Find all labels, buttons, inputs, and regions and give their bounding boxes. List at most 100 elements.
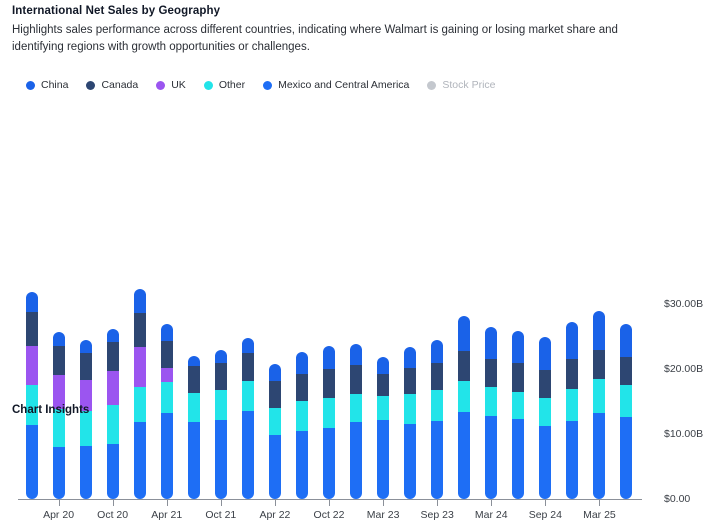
bar-segment	[350, 394, 363, 423]
bar-column[interactable]	[566, 322, 579, 499]
bar-segment	[620, 417, 633, 499]
bar-segment	[485, 387, 498, 417]
x-axis-tick-label: Sep 24	[528, 509, 562, 521]
legend-item-stock-price[interactable]: Stock Price	[427, 79, 496, 91]
legend-item-uk[interactable]: UK	[156, 79, 186, 91]
bar-column[interactable]	[431, 340, 444, 499]
bar-segment	[106, 444, 119, 499]
bar-column[interactable]	[79, 339, 92, 499]
bar-segment	[133, 346, 146, 387]
bar-segment	[268, 408, 281, 436]
bar-segment	[323, 345, 335, 369]
bar-column[interactable]	[295, 352, 308, 499]
bar-column[interactable]	[160, 324, 173, 499]
legend-item-china[interactable]: China	[26, 79, 68, 91]
bar-segment	[133, 289, 146, 314]
bar-column[interactable]	[25, 291, 38, 499]
legend-swatch-icon	[203, 80, 213, 90]
bar-column[interactable]	[404, 346, 417, 499]
bar-segment	[377, 420, 390, 499]
bar-segment	[25, 384, 38, 425]
legend-item-other[interactable]: Other	[203, 79, 245, 91]
bar-segment	[187, 421, 200, 499]
bar-segment	[295, 430, 308, 499]
bar-segment	[485, 359, 498, 388]
bar-segment	[268, 364, 281, 382]
bar-segment	[187, 356, 200, 366]
bar-segment	[620, 323, 633, 358]
bar-column[interactable]	[187, 356, 200, 499]
bar-column[interactable]	[539, 336, 552, 499]
x-axis-tick	[329, 500, 330, 506]
chart-insights-heading: Chart Insights	[12, 404, 90, 416]
bar-column[interactable]	[377, 356, 390, 499]
legend-item-canada[interactable]: Canada	[86, 79, 138, 91]
bar-segment	[377, 395, 390, 421]
bar-segment	[25, 312, 38, 346]
bar-segment	[431, 420, 444, 499]
bar-segment	[404, 394, 417, 425]
legend-swatch-icon	[156, 80, 166, 90]
bar-segment	[512, 419, 525, 499]
legend-swatch-icon	[263, 80, 273, 90]
legend-item-label: Stock Price	[442, 79, 496, 91]
bar-segment	[106, 404, 119, 445]
bar-segment	[404, 367, 417, 395]
bar-column[interactable]	[133, 289, 146, 499]
x-axis-tick-label: Apr 22	[259, 509, 291, 521]
bar-segment	[25, 424, 38, 499]
bar-segment	[214, 350, 227, 364]
bar-segment	[214, 363, 227, 390]
bar-column[interactable]	[512, 330, 525, 499]
legend-item-mexico-and-central-america[interactable]: Mexico and Central America	[263, 79, 409, 91]
bar-segment	[52, 331, 65, 346]
bar-segment	[566, 322, 579, 359]
x-axis-tick-label: Mar 23	[366, 509, 400, 521]
chart-card: International Net Sales by Geography Hig…	[12, 5, 704, 521]
chart-subtitle: Highlights sales performance across diff…	[12, 24, 618, 53]
legend-item-label: Mexico and Central America	[278, 79, 410, 91]
legend-swatch-icon	[26, 80, 35, 90]
bar-segment	[566, 358, 579, 390]
bar-column[interactable]	[268, 364, 281, 499]
legend-swatch-icon	[86, 80, 96, 90]
x-axis-tick	[112, 500, 114, 506]
bar-segment	[593, 311, 606, 351]
bar-column[interactable]	[323, 345, 335, 499]
bar-segment	[295, 352, 308, 374]
bar-column[interactable]	[214, 350, 227, 499]
bar-segment	[512, 363, 525, 392]
bar-column[interactable]	[350, 343, 363, 499]
bar-segment	[620, 357, 633, 386]
bar-segment	[79, 380, 92, 412]
bar-column[interactable]	[106, 328, 119, 499]
bar-segment	[566, 389, 579, 421]
bar-segment	[160, 413, 173, 499]
bar-segment	[350, 422, 363, 499]
bar-segment	[431, 362, 444, 391]
bar-segment	[431, 390, 444, 421]
bar-column[interactable]	[620, 323, 633, 499]
bar-segment	[25, 345, 38, 385]
bar-segment	[52, 446, 65, 499]
bar-segment	[458, 411, 471, 499]
bar-segment	[593, 379, 606, 414]
x-axis-tick	[491, 500, 493, 506]
bar-column[interactable]	[241, 337, 254, 499]
bar-column[interactable]	[458, 315, 471, 499]
legend-swatch-icon	[427, 80, 437, 90]
page-title: International Net Sales by Geography	[12, 5, 221, 17]
bar-segment	[106, 328, 119, 343]
bar-segment	[25, 291, 38, 313]
bar-segment	[52, 374, 65, 409]
bar-segment	[187, 393, 200, 422]
bar-segment	[79, 339, 92, 354]
y-axis-tick-label: $20.00B	[664, 363, 704, 375]
x-axis-tick-label: Mar 24	[474, 509, 508, 521]
bar-column[interactable]	[593, 311, 606, 499]
legend-item-label: UK	[171, 79, 186, 91]
bar-segment	[620, 385, 633, 418]
chart-legend: China Canada UK Other Mexico and Central Ame…	[26, 79, 514, 91]
x-axis-tick-label: Apr 21	[151, 509, 183, 521]
bar-column[interactable]	[485, 327, 498, 499]
